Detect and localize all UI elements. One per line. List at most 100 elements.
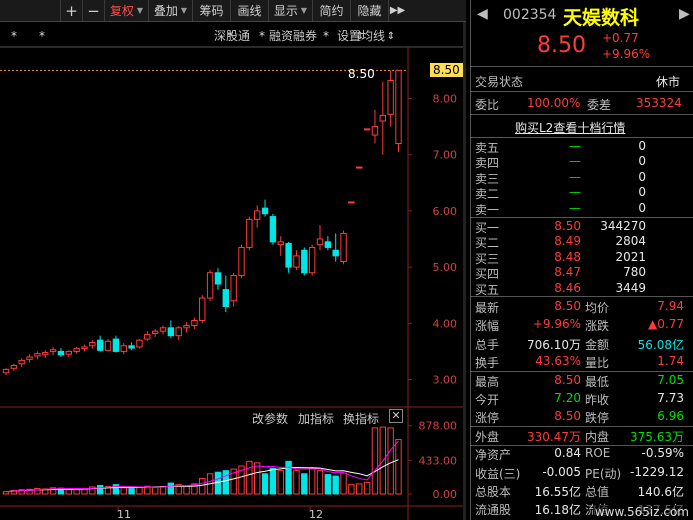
add-indicator-button[interactable]: 加指标 bbox=[298, 412, 335, 426]
volume-bar bbox=[293, 470, 300, 495]
candle-body bbox=[285, 243, 292, 268]
stat-value: ▲0.77 bbox=[648, 317, 684, 332]
change-param-button[interactable]: 改参数 bbox=[252, 412, 289, 426]
order-price: 8.50 bbox=[554, 219, 581, 233]
volume-bar bbox=[34, 488, 41, 495]
toolbar-button-0[interactable]: + bbox=[60, 0, 82, 21]
stat-value: 7.94 bbox=[657, 299, 684, 313]
stat-label: 总值 bbox=[585, 485, 610, 499]
volume-bar bbox=[151, 486, 159, 495]
kline-chart-svg[interactable]: * * * * * ⇕ ⇕ 8.00 7.00 6.00 5.00 4.00 3.00 878.00 433… bbox=[0, 22, 466, 520]
toolbar-button-2[interactable]: 复权 ▼ bbox=[104, 0, 148, 21]
stat-value: 7.20 bbox=[554, 391, 581, 405]
volume-tick-label: 878.00 bbox=[419, 420, 458, 433]
volume-bar bbox=[49, 487, 57, 495]
candle-body bbox=[49, 349, 57, 352]
volume-bar bbox=[356, 483, 363, 495]
volume-bar bbox=[340, 472, 347, 495]
stat-value: 140.6亿 bbox=[637, 485, 684, 499]
order-price: 8.47 bbox=[554, 265, 581, 280]
candle-body bbox=[2, 368, 10, 374]
stat-label: 总股本 bbox=[475, 485, 512, 499]
toolbar-button-5[interactable]: 画线 bbox=[230, 0, 268, 21]
volume-bar bbox=[316, 470, 324, 495]
toolbar-button-label: 显示 bbox=[273, 4, 298, 18]
stat-row: 总股本 16.55亿 总值 140.6亿 bbox=[471, 483, 693, 499]
order-level-label: 卖五 bbox=[475, 141, 500, 155]
order-volume: 0 bbox=[638, 200, 646, 215]
toolbar-button-7[interactable]: 简约 bbox=[312, 0, 350, 21]
toolbar-button-label: 复权 bbox=[109, 4, 134, 18]
stat-label: 涨跌 bbox=[585, 319, 610, 334]
stat-label: 涨停 bbox=[475, 411, 500, 426]
order-level-label: 卖二 bbox=[475, 187, 500, 202]
toolbar-button-8[interactable]: 隐藏 bbox=[350, 0, 388, 21]
order-level-label: 买五 bbox=[475, 282, 500, 297]
stat-label: 今开 bbox=[475, 393, 500, 407]
candle-body bbox=[18, 359, 25, 365]
shenguton-link[interactable]: 深股通 bbox=[214, 29, 251, 43]
stat-value: 16.18亿 bbox=[534, 503, 581, 518]
volume-ma5-line bbox=[5, 440, 399, 493]
candle-body bbox=[42, 352, 49, 356]
stat-row: 净资产 0.84 ROE -0.59% bbox=[471, 446, 693, 462]
next-stock-icon[interactable]: ▶ bbox=[679, 6, 690, 22]
volume-bar bbox=[89, 486, 96, 495]
toolbar-button-label: 简约 bbox=[319, 4, 344, 18]
stock-code: 002354 bbox=[503, 7, 557, 23]
candle-body bbox=[371, 126, 379, 136]
volume-bar bbox=[191, 483, 198, 495]
switch-indicator-button[interactable]: 换指标 bbox=[343, 412, 380, 426]
toolbar-spacer bbox=[0, 0, 60, 21]
candle-body bbox=[230, 275, 237, 302]
candle-body bbox=[301, 249, 308, 274]
double-chevron-right-icon[interactable]: ▶▶ bbox=[388, 0, 406, 21]
candle-body bbox=[175, 327, 182, 337]
volume-bar bbox=[269, 467, 277, 495]
close-icon[interactable]: ✕ bbox=[389, 409, 403, 423]
order-volume: 0 bbox=[638, 139, 646, 153]
event-star-icon: * bbox=[11, 29, 17, 43]
stat-row: 最高 8.50 最低 7.05 bbox=[471, 373, 693, 389]
weicha-label: 委差 bbox=[587, 98, 612, 112]
chart-panel-divider[interactable] bbox=[463, 22, 466, 520]
volume-bar bbox=[348, 484, 355, 495]
stat-label: 最低 bbox=[585, 374, 610, 389]
prev-stock-icon[interactable]: ◀ bbox=[477, 6, 488, 22]
candle-body bbox=[144, 334, 151, 340]
order-book-row: 买三 8.48 2021 bbox=[471, 250, 693, 266]
trade-status-value: 休市 bbox=[656, 75, 681, 89]
order-volume: 2804 bbox=[615, 234, 646, 249]
volume-bar bbox=[371, 427, 379, 495]
order-price: 8.46 bbox=[554, 280, 581, 295]
kline-chart-area[interactable]: * * * * * ⇕ ⇕ 8.00 7.00 6.00 5.00 4.00 3.00 878.00 433… bbox=[0, 22, 466, 520]
candle-body bbox=[73, 348, 80, 352]
order-book-row: 卖五 — 0 bbox=[471, 139, 693, 155]
toolbar-button-6[interactable]: 显示 ▼ bbox=[268, 0, 312, 21]
toolbar-button-1[interactable]: − bbox=[82, 0, 104, 21]
volume-bar bbox=[301, 473, 308, 495]
candle-body bbox=[293, 255, 300, 268]
margin-trading-link[interactable]: 融资融券 bbox=[269, 29, 318, 43]
stat-value: 375.63万 bbox=[630, 429, 684, 444]
candle-body bbox=[332, 249, 339, 257]
candle-body bbox=[316, 238, 324, 246]
stat-label: 量比 bbox=[585, 356, 610, 371]
volume-tick-label: 433.00 bbox=[419, 454, 458, 467]
stat-value: 8.50 bbox=[554, 299, 581, 313]
candle-body bbox=[26, 356, 33, 360]
candle-body bbox=[136, 339, 143, 348]
order-volume: 0 bbox=[638, 154, 646, 169]
volume-bar bbox=[387, 427, 394, 495]
stat-value: 43.63% bbox=[535, 354, 581, 369]
site-watermark: www.565iz.com bbox=[592, 505, 691, 519]
order-volume: 3449 bbox=[615, 280, 646, 295]
l2-quote-link[interactable]: 购买L2查看十档行情 bbox=[515, 121, 626, 135]
ma-setting-link[interactable]: 设置均线 bbox=[337, 29, 386, 43]
candle-body bbox=[324, 241, 332, 248]
volume-bar bbox=[199, 477, 206, 495]
separator bbox=[471, 114, 693, 115]
toolbar-button-4[interactable]: 筹码 bbox=[192, 0, 230, 21]
volume-ma10-line bbox=[5, 459, 399, 493]
toolbar-button-3[interactable]: 叠加 ▼ bbox=[148, 0, 192, 21]
